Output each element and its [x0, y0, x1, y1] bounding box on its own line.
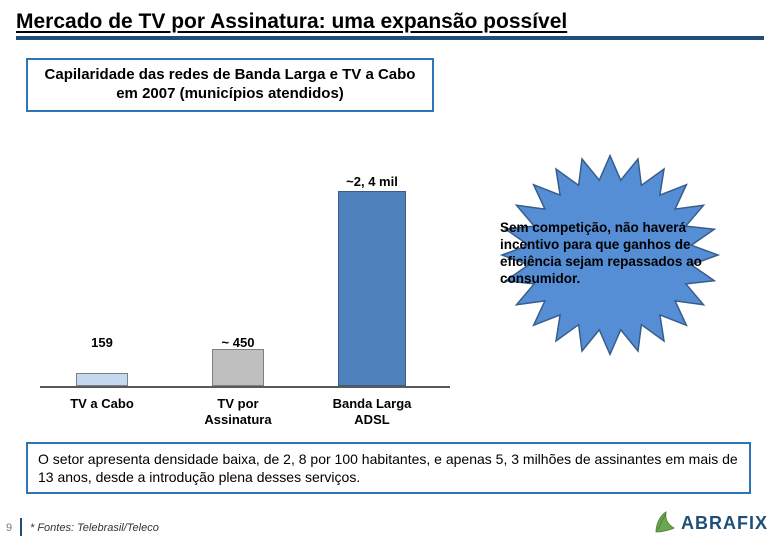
bar-value-2: ~ 450 [222, 335, 255, 350]
bar-value-1: 159 [91, 335, 113, 350]
brand-logo: ABRAFIX [652, 510, 768, 534]
bar-label-2: TV por Assinatura [204, 396, 271, 427]
page-divider [20, 518, 22, 536]
bar-value-3: ~2, 4 mil [346, 174, 398, 189]
title-underline [16, 36, 764, 40]
slide-root: Mercado de TV por Assinatura: uma expans… [0, 0, 780, 540]
bar-label-1: TV a Cabo [70, 396, 134, 412]
bar-tv-assinatura [212, 349, 264, 386]
bottom-note-box: O setor apresenta densidade baixa, de 2,… [26, 442, 751, 494]
page-number: 9 [6, 522, 12, 534]
callout-text: Sem competição, não haverá incentivo par… [500, 220, 725, 288]
logo-text: ABRAFIX [681, 513, 768, 534]
bar-tv-cabo [76, 373, 128, 386]
callout-starburst: Sem competição, não haverá incentivo par… [450, 145, 770, 365]
bar-banda-larga [338, 191, 406, 386]
footer: 9 * Fontes: Telebrasil/Teleco ABRAFIX [0, 514, 780, 536]
chart-baseline [40, 386, 450, 388]
bar-label-3: Banda Larga ADSL [333, 396, 412, 427]
sources-text: * Fontes: Telebrasil/Teleco [30, 522, 159, 534]
slide-title: Mercado de TV por Assinatura: uma expans… [16, 10, 764, 34]
logo-icon [652, 510, 678, 534]
title-bar: Mercado de TV por Assinatura: uma expans… [0, 0, 780, 46]
bar-chart: 159 TV a Cabo ~ 450 TV por Assinatura ~2… [40, 160, 740, 410]
subtitle-box: Capilaridade das redes de Banda Larga e … [26, 58, 434, 112]
